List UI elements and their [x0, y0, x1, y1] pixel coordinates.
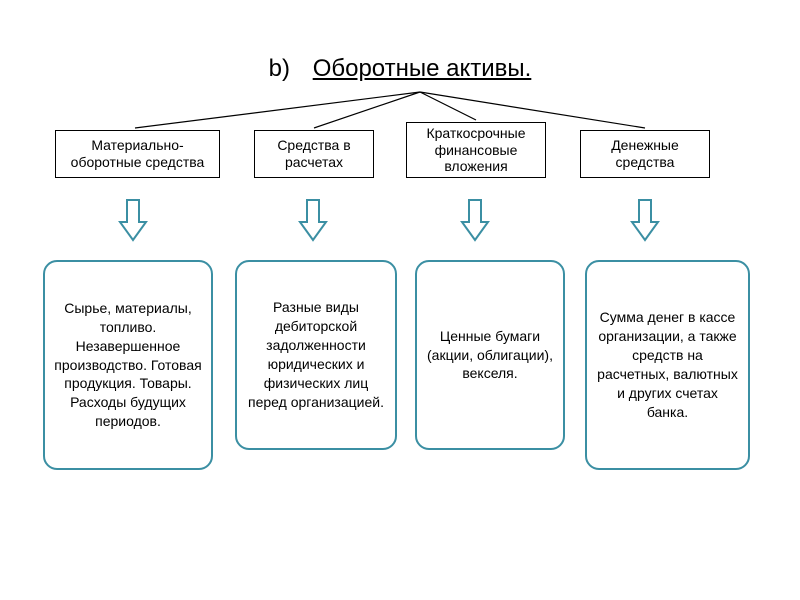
- down-arrow-icon: [630, 198, 660, 242]
- title-text: Оборотные активы.: [313, 55, 532, 82]
- title-prefix: b): [269, 55, 290, 82]
- detail-box: Ценные бумаги (акции, облигации), вексел…: [415, 260, 565, 450]
- down-arrow-icon: [118, 198, 148, 242]
- detail-box: Сырье, материалы, топливо. Незавершенное…: [43, 260, 213, 470]
- diagram-title: b) Оборотные активы.: [0, 55, 800, 83]
- category-box: Денежные средства: [580, 130, 710, 178]
- category-box: Материально-оборотные средства: [55, 130, 220, 178]
- down-arrow-icon: [460, 198, 490, 242]
- category-box: Краткосрочные финансовые вложения: [406, 122, 546, 178]
- detail-box: Разные виды дебиторской задолженности юр…: [235, 260, 397, 450]
- category-box: Средства в расчетах: [254, 130, 374, 178]
- down-arrow-icon: [298, 198, 328, 242]
- detail-box: Сумма денег в кассе организации, а также…: [585, 260, 750, 470]
